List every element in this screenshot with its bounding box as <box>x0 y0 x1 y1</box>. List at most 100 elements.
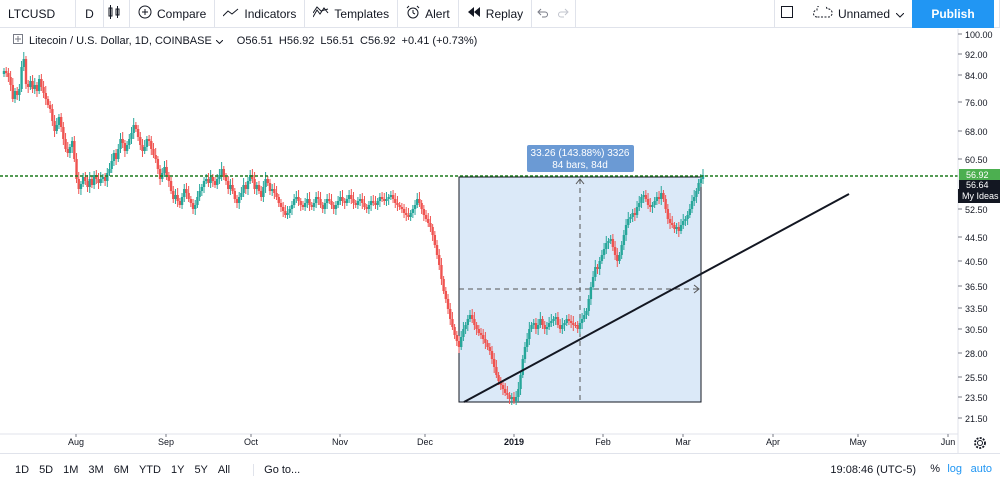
candle-body <box>664 199 667 209</box>
candle-body <box>165 167 168 175</box>
chart-area[interactable]: 100.00 92.00 84.00 76.00 68.00 60.50 52.50 44.5… <box>0 29 1000 453</box>
time-tick-label: Sep <box>158 437 174 447</box>
time-axis[interactable]: Aug Sep Oct Nov Dec 2019 Feb Mar Apr May Jun <box>68 434 955 447</box>
candle-body <box>688 209 692 215</box>
candle-body <box>442 279 445 291</box>
candle-body <box>510 397 513 399</box>
compare-button[interactable]: Compare <box>130 0 216 28</box>
candle-body <box>468 315 472 319</box>
candle-body <box>240 193 243 197</box>
my-ideas-button[interactable] <box>958 189 1000 203</box>
price-axis[interactable]: 100.00 92.00 84.00 76.00 68.00 60.50 52.50 44.5… <box>958 30 993 424</box>
candle-body <box>345 199 349 203</box>
templates-label: Templates <box>334 6 390 21</box>
candle-body <box>231 185 234 191</box>
symbol-search[interactable]: LTCUSD <box>0 0 76 28</box>
price-tick-label: 21.50 <box>965 414 988 424</box>
candle-body <box>20 67 23 89</box>
candle-body <box>314 197 318 203</box>
candle-body <box>646 199 650 205</box>
range-5y[interactable]: 5Y <box>194 464 208 476</box>
layout-name-button[interactable]: Unnamed <box>805 0 918 28</box>
templates-button[interactable]: Templates <box>305 0 399 28</box>
last-price-badge <box>959 169 1000 180</box>
plus-circle-icon <box>138 5 157 22</box>
candle-body <box>70 141 74 147</box>
indicators-button[interactable]: Indicators <box>215 0 306 28</box>
candle-body <box>317 197 320 199</box>
candle-body <box>475 325 478 329</box>
candle-body <box>427 219 430 223</box>
chart-style-button[interactable] <box>104 0 130 28</box>
candle-body <box>253 179 256 189</box>
candle-body <box>59 117 63 127</box>
candle-body <box>565 319 568 323</box>
candle-body <box>156 159 160 169</box>
candle-body <box>198 191 201 197</box>
percent-toggle[interactable]: % <box>930 463 940 475</box>
collapse-legend-icon[interactable] <box>13 34 23 47</box>
symbol-title[interactable]: Litecoin / U.S. Dollar, 1D, COINBASE <box>29 34 212 47</box>
goto-button[interactable]: Go to... <box>253 464 300 476</box>
candle-body <box>596 267 599 269</box>
layout-name: Unnamed <box>837 6 890 21</box>
price-tick-label: 30.50 <box>965 325 988 335</box>
measure-tooltip-line1: 33.26 (143.88%) 3326 <box>531 148 630 159</box>
candle-body <box>24 59 28 84</box>
candle-body <box>635 207 639 215</box>
replay-button[interactable]: Replay <box>459 0 533 28</box>
redo-button[interactable] <box>554 0 577 28</box>
range-3m[interactable]: 3M <box>88 464 104 476</box>
undo-button[interactable] <box>532 0 554 28</box>
candle-body <box>657 197 661 199</box>
candle-body <box>273 189 276 193</box>
price-tick-label: 76.00 <box>965 98 988 108</box>
candle-body <box>229 185 232 189</box>
symbol-label: LTCUSD <box>8 6 56 21</box>
candle-body <box>402 209 406 213</box>
top-toolbar: LTCUSD D Compare Indicators Templates Al… <box>0 0 1000 28</box>
chevron-down-icon <box>895 7 909 21</box>
fullscreen-toggle[interactable] <box>775 0 805 28</box>
candle-body <box>484 339 487 343</box>
last-price-text: 56.92 <box>966 170 989 180</box>
range-6m[interactable]: 6M <box>113 464 129 476</box>
candle-body <box>306 199 309 203</box>
candle-body <box>501 385 505 389</box>
candle-body <box>152 149 155 155</box>
axis-settings-gear-icon[interactable] <box>974 437 986 449</box>
candle-body <box>220 169 223 175</box>
interval-button[interactable]: D <box>76 0 104 28</box>
candle-body <box>433 235 437 245</box>
candle-body <box>154 155 157 159</box>
candle-body <box>358 199 362 201</box>
candle-body <box>174 195 177 199</box>
price-tick-label: 25.50 <box>965 373 988 383</box>
candle-body <box>40 79 43 87</box>
chart-canvas[interactable]: 100.00 92.00 84.00 76.00 68.00 60.50 52.50 44.5… <box>0 29 1000 453</box>
undo-icon <box>536 7 553 21</box>
range-1d[interactable]: 1D <box>15 464 30 476</box>
candle-body <box>321 205 324 209</box>
candle-body <box>572 323 575 325</box>
trend-line[interactable] <box>463 193 850 403</box>
range-5d[interactable]: 5D <box>39 464 54 476</box>
candle-body <box>583 315 586 319</box>
range-1y[interactable]: 1Y <box>170 464 185 476</box>
range-1m[interactable]: 1M <box>63 464 79 476</box>
candle-body <box>385 199 388 201</box>
alarm-clock-icon <box>406 5 425 22</box>
candle-body <box>218 175 221 179</box>
candle-body <box>169 181 173 191</box>
chevron-down-icon[interactable] <box>215 35 224 47</box>
candle-body <box>424 215 428 219</box>
log-toggle[interactable]: log <box>947 463 962 475</box>
clock-display[interactable]: 19:08:46 (UTC-5) <box>830 464 916 476</box>
auto-toggle[interactable]: auto <box>970 463 992 475</box>
candles-icon <box>108 5 125 22</box>
range-ytd[interactable]: YTD <box>138 464 161 476</box>
range-all[interactable]: All <box>217 464 231 476</box>
publish-button[interactable]: Publish <box>912 0 994 28</box>
candle-body <box>264 179 267 187</box>
alert-button[interactable]: Alert <box>398 0 459 28</box>
